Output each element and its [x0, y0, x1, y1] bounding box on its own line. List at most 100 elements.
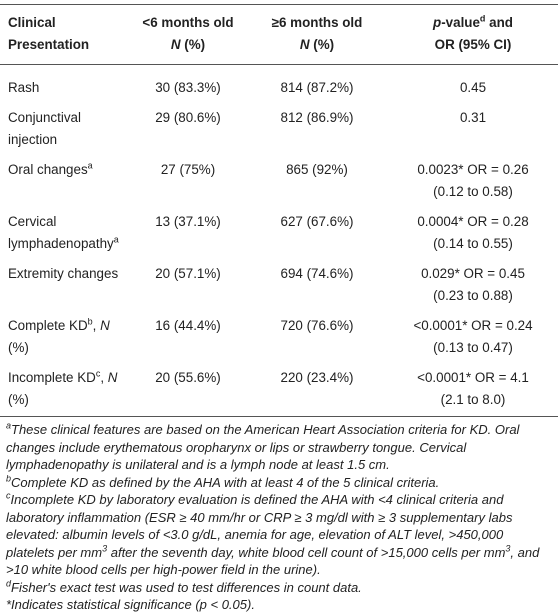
cell-line: (2.1 to 8.0)	[396, 389, 550, 411]
table-cell: 720 (76.6%)	[246, 312, 388, 364]
text-run: 0.029* OR = 0.45	[421, 266, 525, 281]
text-run: These clinical features are based on the…	[6, 422, 520, 472]
table-cell: 865 (92%)	[246, 156, 388, 208]
footnote: *Indicates statistical significance (p <…	[6, 596, 550, 614]
text-run: p	[433, 15, 442, 30]
text-run: , and >10 white blood cells per high-pow…	[6, 544, 540, 578]
footnote: aThese clinical features are based on th…	[6, 421, 550, 474]
text-run: and	[485, 15, 513, 30]
table-body: Rash 30 (83.3%) 814 (87.2%) 0.45 Conjunctiva…	[0, 65, 558, 417]
text-run: a	[113, 234, 119, 245]
text-run: <0.0001* OR = 4.1	[417, 370, 529, 385]
table-cell: 20 (55.6%)	[130, 364, 246, 417]
cell-line: 30 (83.3%)	[138, 77, 238, 99]
footnotes: aThese clinical features are based on th…	[0, 417, 558, 614]
text-run: 814 (87.2%)	[280, 80, 354, 95]
table-cell: Incomplete KDc, N (%)	[0, 364, 130, 417]
table-cell: 220 (23.4%)	[246, 364, 388, 417]
cell-line: 0.45	[396, 77, 550, 99]
cell-line: (0.12 to 0.58)	[396, 181, 550, 203]
text-run: 3	[505, 543, 511, 554]
text-run: 865 (92%)	[286, 162, 348, 177]
table-cell: 0.029* OR = 0.45 (0.23 to 0.88)	[388, 260, 558, 312]
header-row: Clinical Presentation <6 months old N (%) ≥…	[0, 4, 558, 65]
cell-line: Cervical lymphadenopathya	[8, 211, 122, 255]
cell-line: p-valued and	[396, 12, 550, 34]
text-run: ,	[92, 318, 101, 333]
cell-line: 29 (80.6%)	[138, 107, 238, 129]
text-run: (%)	[309, 37, 335, 52]
cell-line: (0.13 to 0.47)	[396, 337, 550, 359]
text-run: 720 (76.6%)	[280, 318, 354, 333]
cell-line: <6 months old	[138, 12, 238, 34]
table-cell: 16 (44.4%)	[130, 312, 246, 364]
table-cell: 694 (74.6%)	[246, 260, 388, 312]
header-cell: ≥6 months old N (%)	[246, 5, 388, 65]
text-run: 0.31	[459, 110, 487, 125]
table-cell: 0.31	[388, 104, 558, 156]
cell-line: 20 (57.1%)	[138, 263, 238, 285]
text-run: 694 (74.6%)	[280, 266, 354, 281]
cell-line: OR (95% CI)	[396, 34, 550, 56]
cell-line: Extremity changes	[8, 263, 122, 285]
text-run: OR (95% CI)	[434, 37, 512, 52]
text-run: ,	[100, 370, 108, 385]
table-cell: Extremity changes	[0, 260, 130, 312]
cell-line: 20 (55.6%)	[138, 367, 238, 389]
text-run: (%)	[8, 340, 29, 355]
cell-line: N (%)	[138, 34, 238, 56]
text-run: 16 (44.4%)	[155, 318, 221, 333]
table-row: Extremity changes 20 (57.1%) 694 (74.6%) 0.…	[0, 260, 558, 312]
header-cell: p-valued and OR (95% CI)	[388, 5, 558, 65]
text-run: Oral changes	[8, 162, 88, 177]
cell-line: Complete KDb, N (%)	[8, 315, 122, 359]
text-run: b	[87, 316, 93, 327]
data-table: Clinical Presentation <6 months old N (%) ≥…	[0, 4, 558, 417]
table-cell: Cervical lymphadenopathya	[0, 208, 130, 260]
text-run: Incomplete KD by laboratory evaluation i…	[6, 492, 513, 560]
text-run: 30 (83.3%)	[155, 80, 221, 95]
text-run: Cervical lymphadenopathy	[8, 214, 114, 251]
cell-line: (0.14 to 0.55)	[396, 233, 550, 255]
text-run: a	[87, 160, 93, 171]
text-run: p	[199, 597, 207, 612]
table-cell: <0.0001* OR = 4.1 (2.1 to 8.0)	[388, 364, 558, 417]
table-cell: 30 (83.3%)	[130, 65, 246, 105]
table-cell: <0.0001* OR = 0.24 (0.13 to 0.47)	[388, 312, 558, 364]
cell-line: 694 (74.6%)	[254, 263, 380, 285]
text-run: 627 (67.6%)	[280, 214, 354, 229]
text-run: Conjunctival injection	[8, 110, 81, 147]
text-run: < 0.05).	[206, 597, 255, 612]
text-run: d	[479, 13, 486, 24]
text-run: 3	[102, 543, 108, 554]
text-run: (0.14 to 0.55)	[433, 236, 513, 251]
table-row: Conjunctival injection 29 (80.6%) 812 (86.…	[0, 104, 558, 156]
cell-line: 865 (92%)	[254, 159, 380, 181]
text-run: ≥6 months old	[271, 15, 363, 30]
table-cell: 27 (75%)	[130, 156, 246, 208]
cell-line: Conjunctival injection	[8, 107, 122, 151]
footnote: bComplete KD as defined by the AHA with …	[6, 474, 550, 492]
cell-line: 27 (75%)	[138, 159, 238, 181]
text-run: 20 (55.6%)	[155, 370, 221, 385]
table-row: Complete KDb, N (%) 16 (44.4%) 720 (76.6%)…	[0, 312, 558, 364]
table-cell: 29 (80.6%)	[130, 104, 246, 156]
text-run: Fisher's exact test was used to test dif…	[11, 579, 362, 595]
cell-line: Clinical Presentation	[8, 12, 122, 56]
text-run: (%)	[180, 37, 206, 52]
text-run: N	[107, 370, 118, 385]
table-header: Clinical Presentation <6 months old N (%) ≥…	[0, 4, 558, 65]
text-run: c	[95, 368, 101, 379]
text-run: <6 months old	[142, 15, 234, 30]
text-run: <0.0001* OR = 0.24	[413, 318, 533, 333]
footnote: dFisher's exact test was used to test di…	[6, 579, 550, 597]
text-run: N	[100, 318, 110, 333]
table-cell: 814 (87.2%)	[246, 65, 388, 105]
text-run: N	[299, 37, 310, 52]
text-run: (0.13 to 0.47)	[433, 340, 513, 355]
table-cell: Complete KDb, N (%)	[0, 312, 130, 364]
table-row: Oral changesa 27 (75%) 865 (92%) 0.0023* OR…	[0, 156, 558, 208]
table-row: Rash 30 (83.3%) 814 (87.2%) 0.45	[0, 65, 558, 105]
text-run: (2.1 to 8.0)	[440, 392, 506, 407]
